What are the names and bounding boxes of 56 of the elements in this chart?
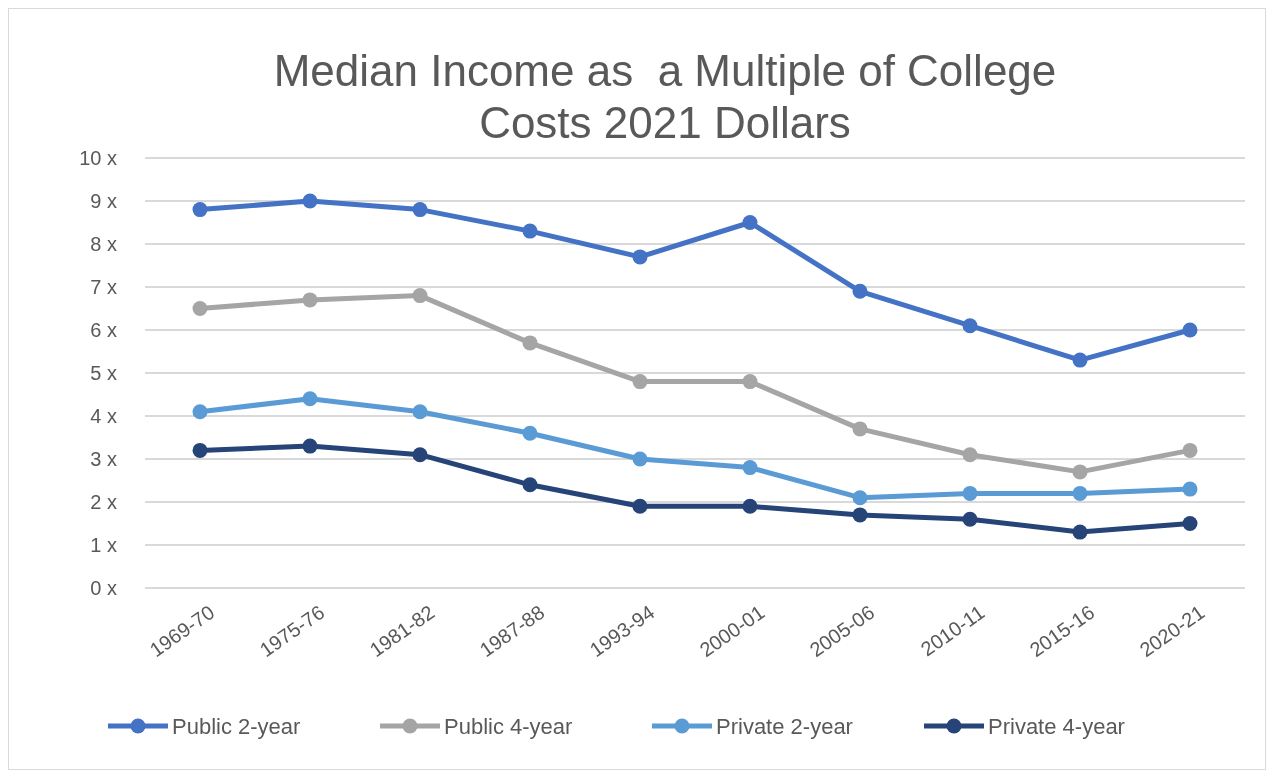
point <box>1072 352 1088 368</box>
point <box>632 374 648 390</box>
point <box>302 292 318 308</box>
point <box>1072 464 1088 480</box>
point <box>522 335 538 351</box>
point <box>962 511 978 527</box>
y-tick-label: 7 x <box>90 276 117 298</box>
point <box>962 485 978 501</box>
y-tick-label: 8 x <box>90 233 117 255</box>
point <box>742 374 758 390</box>
point <box>1182 322 1198 338</box>
point <box>412 404 428 420</box>
y-tick-label: 0 x <box>90 577 117 599</box>
point <box>1182 442 1198 458</box>
legend-label: Public 2-year <box>172 713 301 739</box>
y-tick-label: 3 x <box>90 448 117 470</box>
point <box>192 442 208 458</box>
point <box>852 421 868 437</box>
point <box>1072 524 1088 540</box>
point <box>1182 516 1198 531</box>
y-tick-label: 2 x <box>90 491 117 513</box>
point <box>1072 485 1088 501</box>
legend-label: Private 4-year <box>988 713 1125 739</box>
legend-label: Private 2-year <box>716 713 853 739</box>
point <box>192 301 208 316</box>
point <box>852 507 868 523</box>
point <box>302 193 318 209</box>
chart-title: Median Income as a Multiple of College Costs 2021 Dollars <box>273 46 1057 147</box>
point <box>192 404 208 420</box>
point <box>1182 481 1198 497</box>
point <box>302 391 318 407</box>
point <box>522 223 538 239</box>
point <box>302 438 318 454</box>
point <box>962 447 978 463</box>
point <box>852 283 868 299</box>
point <box>632 498 648 514</box>
point <box>632 249 648 265</box>
point <box>852 490 868 506</box>
point <box>412 447 428 463</box>
point <box>192 202 208 218</box>
y-tick-label: 9 x <box>90 190 117 212</box>
y-tick-label: 1 x <box>90 534 117 556</box>
point <box>742 215 758 230</box>
point <box>742 460 758 476</box>
legend-label: Public 4-year <box>444 713 573 739</box>
y-tick-label: 4 x <box>90 405 117 427</box>
point <box>412 202 428 218</box>
point <box>962 318 978 334</box>
point <box>632 451 648 467</box>
y-tick-label: 6 x <box>90 319 117 341</box>
point <box>742 498 758 514</box>
y-tick-label: 10 x <box>79 147 117 169</box>
y-tick-label: 5 x <box>90 362 117 384</box>
point <box>522 477 538 493</box>
point <box>412 288 428 304</box>
point <box>522 425 538 441</box>
